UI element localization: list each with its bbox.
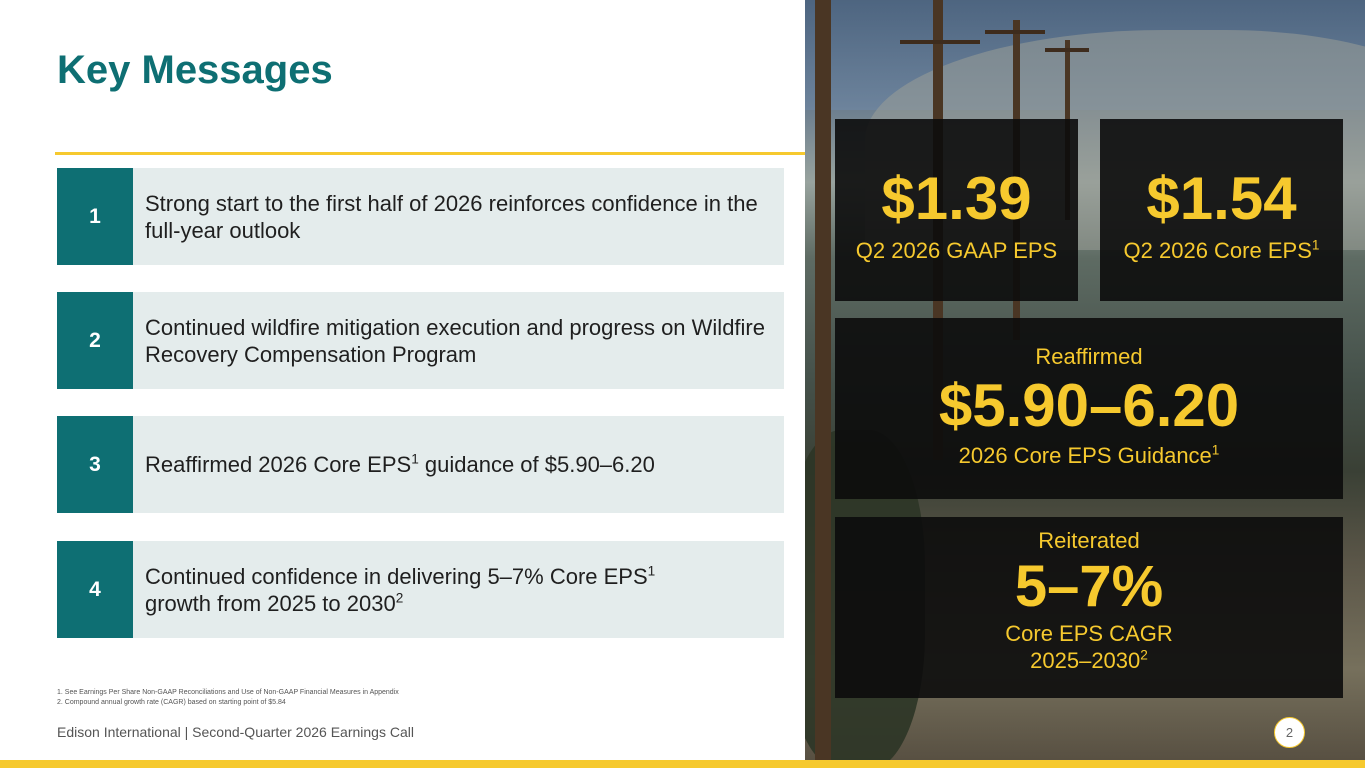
footer-text: Edison International | Second-Quarter 20… xyxy=(57,724,414,740)
growth-label-1: Core EPS CAGR xyxy=(1005,621,1173,646)
core-eps-label: Q2 2026 Core EPS1 xyxy=(1123,237,1320,263)
footnote-1: 1. See Earnings Per Share Non-GAAP Recon… xyxy=(57,689,399,696)
growth-card: Reiterated 5–7% Core EPS CAGR 2025–20302 xyxy=(835,517,1343,698)
message-text: Continued confidence in delivering 5–7% … xyxy=(145,563,656,616)
bottom-accent-bar xyxy=(0,760,1365,768)
growth-header: Reiterated xyxy=(1038,528,1140,553)
growth-value: 5–7% xyxy=(1014,554,1164,619)
message-text: Strong start to the first half of 2026 r… xyxy=(145,190,758,243)
footnotes: 1. See Earnings Per Share Non-GAAP Recon… xyxy=(57,688,399,708)
message-number: 3 xyxy=(57,416,133,513)
message-row-1: 1 Strong start to the first half of 2026… xyxy=(57,168,784,265)
title-divider xyxy=(55,152,805,155)
message-row-3: 3 Reaffirmed 2026 Core EPS1 guidance of … xyxy=(57,416,784,513)
message-number: 4 xyxy=(57,541,133,638)
footnote-2: 2. Compound annual growth rate (CAGR) ba… xyxy=(57,699,286,706)
message-text: Reaffirmed 2026 Core EPS1 guidance of $5… xyxy=(145,451,655,477)
gaap-eps-card: $1.39 Q2 2026 GAAP EPS xyxy=(835,119,1078,301)
slide-title: Key Messages xyxy=(57,48,333,92)
gaap-eps-label: Q2 2026 GAAP EPS xyxy=(855,238,1058,263)
guidance-label: 2026 Core EPS Guidance1 xyxy=(958,442,1220,468)
message-row-4: 4 Continued confidence in delivering 5–7… xyxy=(57,541,784,638)
guidance-header: Reaffirmed xyxy=(1035,344,1143,369)
gaap-eps-value: $1.39 xyxy=(881,165,1032,232)
guidance-value: $5.90–6.20 xyxy=(938,372,1240,439)
core-eps-value: $1.54 xyxy=(1146,165,1297,232)
message-number: 1 xyxy=(57,168,133,265)
guidance-card: Reaffirmed $5.90–6.20 2026 Core EPS Guid… xyxy=(835,318,1343,499)
message-row-2: 2 Continued wildfire mitigation executio… xyxy=(57,292,784,389)
page-number: 2 xyxy=(1274,717,1305,748)
core-eps-card: $1.54 Q2 2026 Core EPS1 xyxy=(1100,119,1343,301)
message-number: 2 xyxy=(57,292,133,389)
message-text: Continued wildfire mitigation execution … xyxy=(145,314,765,367)
growth-label-2: 2025–20302 xyxy=(1030,647,1148,673)
